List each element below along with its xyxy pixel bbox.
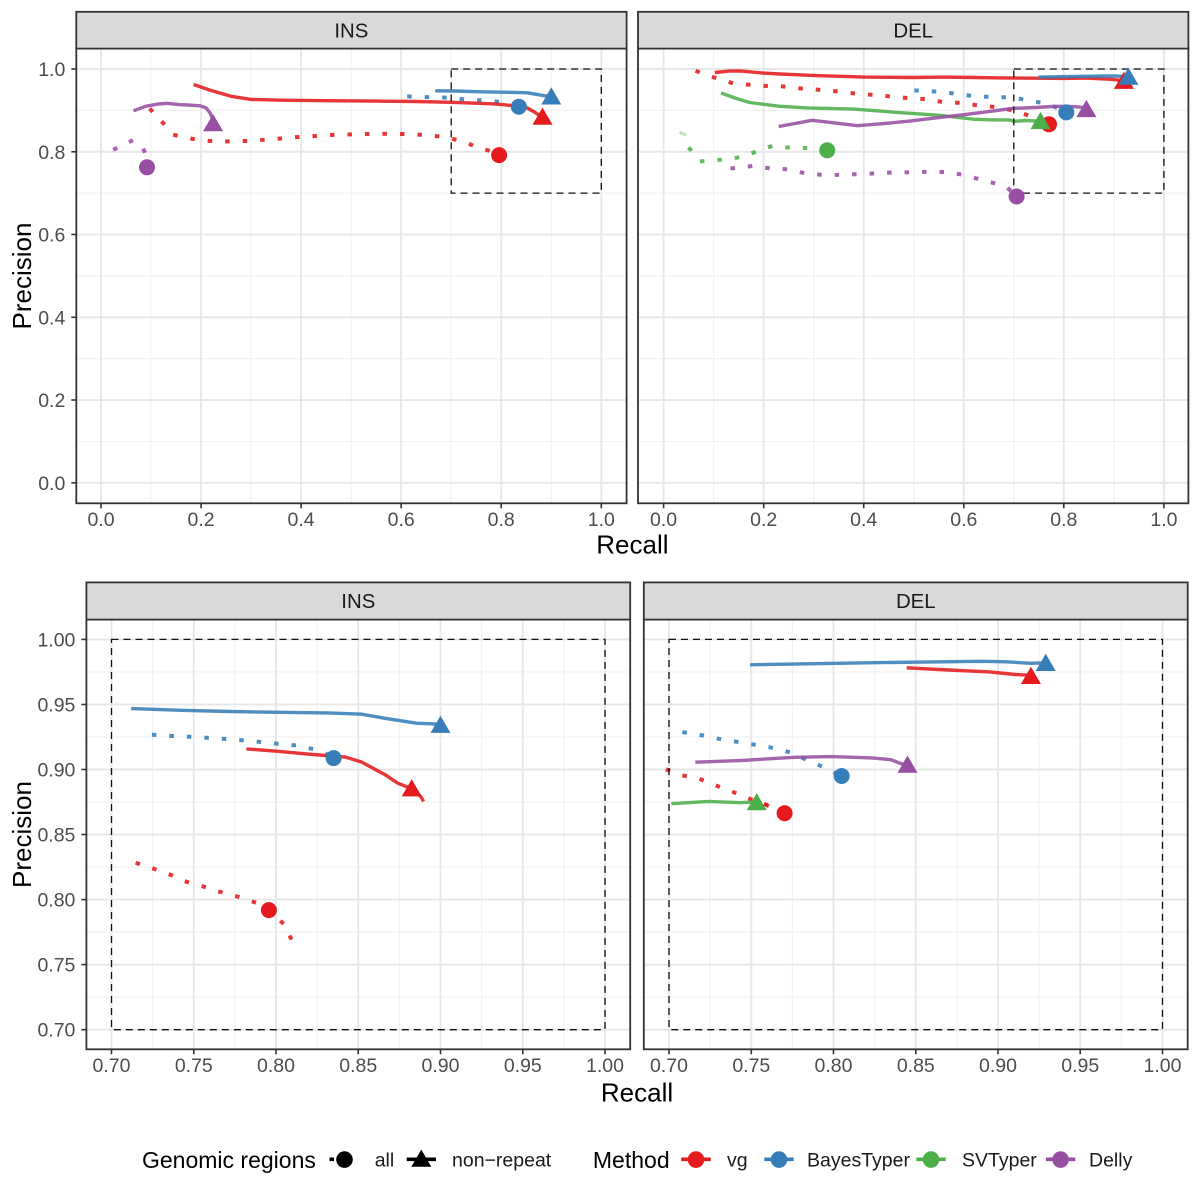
svg-text:0.0: 0.0 bbox=[87, 509, 114, 531]
svg-text:0.95: 0.95 bbox=[37, 695, 75, 717]
svg-text:SVTyper: SVTyper bbox=[962, 1150, 1037, 1172]
svg-text:Recall: Recall bbox=[596, 530, 668, 560]
svg-text:DEL: DEL bbox=[896, 591, 936, 613]
svg-text:0.4: 0.4 bbox=[38, 307, 65, 329]
svg-text:DEL: DEL bbox=[893, 20, 933, 42]
svg-text:0.0: 0.0 bbox=[650, 509, 677, 531]
svg-text:0.2: 0.2 bbox=[750, 509, 777, 531]
svg-text:Precision: Precision bbox=[7, 223, 37, 330]
svg-text:0.2: 0.2 bbox=[38, 390, 65, 412]
svg-text:non−repeat: non−repeat bbox=[452, 1150, 552, 1172]
svg-text:0.95: 0.95 bbox=[1061, 1055, 1099, 1077]
svg-text:0.85: 0.85 bbox=[37, 825, 75, 847]
svg-text:0.75: 0.75 bbox=[175, 1055, 213, 1077]
svg-text:0.90: 0.90 bbox=[422, 1055, 460, 1077]
svg-text:1.00: 1.00 bbox=[37, 629, 75, 651]
svg-text:0.75: 0.75 bbox=[732, 1055, 770, 1077]
svg-text:Recall: Recall bbox=[601, 1077, 673, 1107]
svg-text:0.90: 0.90 bbox=[37, 760, 75, 782]
svg-text:INS: INS bbox=[334, 20, 368, 42]
svg-text:Genomic regions: Genomic regions bbox=[142, 1147, 316, 1173]
svg-text:0.95: 0.95 bbox=[504, 1055, 542, 1077]
svg-text:0.4: 0.4 bbox=[850, 509, 877, 531]
svg-text:0.6: 0.6 bbox=[388, 509, 415, 531]
svg-text:Method: Method bbox=[593, 1147, 670, 1173]
svg-text:0.6: 0.6 bbox=[38, 225, 65, 247]
svg-text:0.2: 0.2 bbox=[188, 509, 215, 531]
svg-text:BayesTyper: BayesTyper bbox=[807, 1150, 910, 1172]
svg-text:0.70: 0.70 bbox=[37, 1020, 75, 1042]
svg-text:0.8: 0.8 bbox=[1050, 509, 1077, 531]
svg-text:0.85: 0.85 bbox=[897, 1055, 935, 1077]
svg-text:all: all bbox=[375, 1150, 395, 1172]
svg-text:0.6: 0.6 bbox=[950, 509, 977, 531]
svg-text:Precision: Precision bbox=[7, 781, 37, 888]
svg-text:0.75: 0.75 bbox=[37, 955, 75, 977]
svg-text:1.00: 1.00 bbox=[586, 1055, 624, 1077]
svg-text:1.0: 1.0 bbox=[1150, 509, 1177, 531]
svg-text:0.8: 0.8 bbox=[38, 142, 65, 164]
svg-text:0.90: 0.90 bbox=[979, 1055, 1017, 1077]
svg-text:1.0: 1.0 bbox=[588, 509, 615, 531]
svg-text:0.0: 0.0 bbox=[38, 473, 65, 495]
svg-text:0.70: 0.70 bbox=[650, 1055, 688, 1077]
svg-text:0.80: 0.80 bbox=[815, 1055, 853, 1077]
svg-text:0.8: 0.8 bbox=[488, 509, 515, 531]
svg-text:0.85: 0.85 bbox=[339, 1055, 377, 1077]
svg-text:Delly: Delly bbox=[1089, 1150, 1133, 1172]
svg-text:INS: INS bbox=[341, 591, 375, 613]
svg-text:vg: vg bbox=[727, 1150, 748, 1172]
svg-text:0.80: 0.80 bbox=[257, 1055, 295, 1077]
svg-text:0.80: 0.80 bbox=[37, 890, 75, 912]
svg-text:0.70: 0.70 bbox=[93, 1055, 131, 1077]
svg-text:0.4: 0.4 bbox=[288, 509, 315, 531]
svg-text:1.0: 1.0 bbox=[38, 59, 65, 81]
svg-text:1.00: 1.00 bbox=[1144, 1055, 1182, 1077]
